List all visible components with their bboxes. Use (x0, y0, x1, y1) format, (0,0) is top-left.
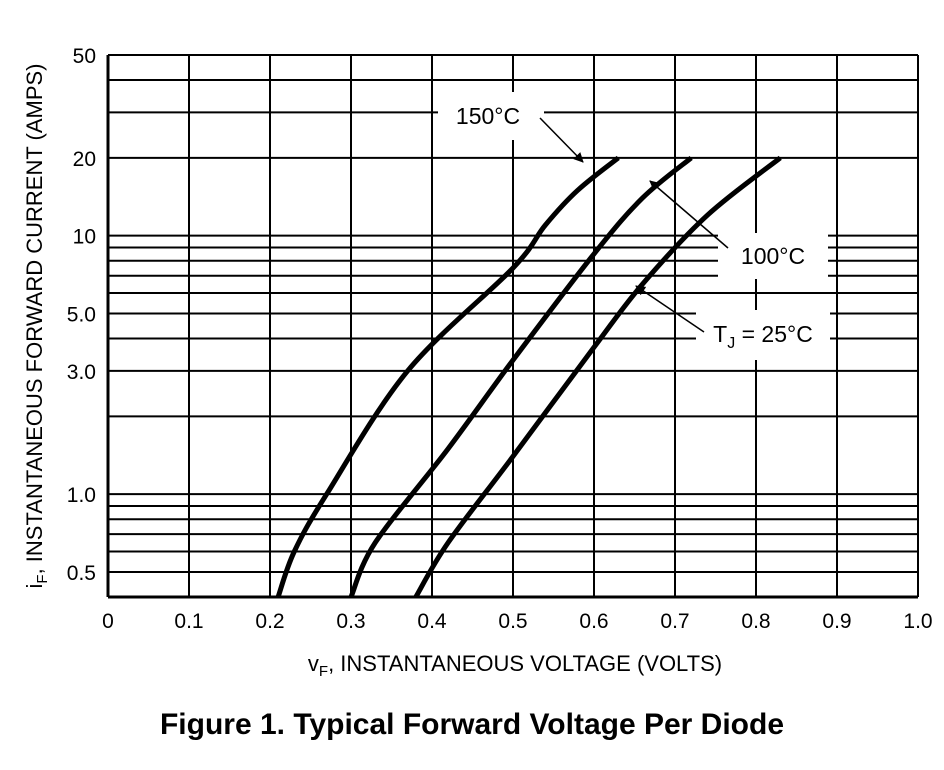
annotation-background (718, 233, 828, 279)
x-tick-label: 0.3 (336, 610, 365, 633)
x-tick-label: 0.9 (822, 610, 851, 633)
curve-100c (348, 155, 693, 599)
forward-voltage-chart: 0 0.1 0.2 0.3 0.4 0.5 0.6 0.7 0.8 0.9 1.0 0.5 1.0 3.0… (22, 45, 933, 680)
x-axis-label: vF, INSTANTANEOUS VOLTAGE (VOLTS) (308, 651, 722, 680)
y-tick-label: 0.5 (67, 562, 96, 585)
y-tick-label: 10 (73, 226, 96, 249)
annotation-background (696, 310, 830, 360)
annotations: 150°C 100°C TJ = 25°C (438, 92, 830, 360)
x-tick-label: 0.4 (417, 610, 447, 633)
series-label-a100: 100°C (741, 243, 805, 269)
annotation-arrow (649, 180, 729, 249)
series-label-a25: TJ = 25°C (713, 321, 813, 352)
y-tick-label: 3.0 (67, 361, 96, 384)
x-tick-label: 0.5 (498, 610, 527, 633)
x-tick-label: 0 (102, 610, 114, 633)
x-tick-label: 0.8 (741, 610, 770, 633)
curve-150c (275, 155, 620, 598)
x-tick-label: 1.0 (903, 610, 932, 633)
annotation-background (438, 92, 544, 140)
annotation-arrow (635, 285, 705, 333)
curves (275, 155, 782, 599)
series-label-a150: 150°C (456, 103, 520, 129)
x-tick-label: 0.6 (579, 610, 608, 633)
y-tick-label: 50 (73, 45, 96, 68)
y-axis-label: iF, INSTANTANEOUS FORWARD CURRENT (AMPS) (22, 64, 51, 589)
x-tick-label: 0.1 (174, 610, 203, 633)
figure-caption: Figure 1. Typical Forward Voltage Per Di… (159, 708, 785, 741)
annotation-arrow (539, 117, 584, 163)
curve-25c (413, 155, 782, 599)
y-tick-label: 20 (73, 148, 96, 171)
x-tick-label: 0.2 (255, 610, 284, 633)
y-tick-label: 1.0 (67, 484, 96, 507)
y-tick-label: 5.0 (67, 303, 96, 326)
x-tick-label: 0.7 (660, 610, 689, 633)
tick-labels: 0 0.1 0.2 0.3 0.4 0.5 0.6 0.7 0.8 0.9 1.0 0.5 1.0 3.0… (67, 45, 933, 633)
